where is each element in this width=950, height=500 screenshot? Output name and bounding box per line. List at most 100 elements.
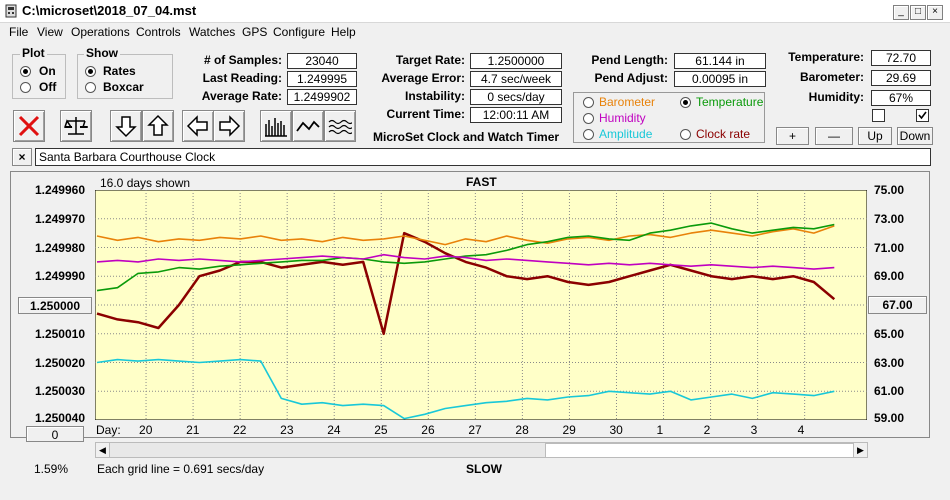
day-tick-label: 28	[515, 423, 529, 437]
horizontal-scrollbar[interactable]: ◀ ▶	[95, 442, 868, 458]
right-axis-tick: 75.00	[874, 183, 905, 197]
minus-button[interactable]: —	[815, 127, 853, 145]
average-error-label: Average Error:	[381, 71, 465, 85]
last-reading-field: 1.249995	[287, 71, 357, 87]
arrow-right-icon	[219, 115, 241, 137]
balance-button[interactable]	[60, 110, 92, 142]
clock-name-field[interactable]: Santa Barbara Courthouse Clock	[35, 148, 931, 166]
scroll-left-icon[interactable]: ◀	[96, 443, 110, 457]
close-button[interactable]: ×	[927, 5, 943, 20]
clock-name-close-button[interactable]: ×	[12, 148, 32, 166]
left-value-button[interactable]: 1.250000	[18, 297, 92, 314]
bar-graph-button[interactable]	[260, 110, 292, 142]
barometer-radio[interactable]	[583, 97, 594, 108]
scroll-right-icon[interactable]: ▶	[853, 443, 867, 457]
minimize-button[interactable]: _	[893, 5, 909, 20]
temperature-radio[interactable]	[680, 97, 691, 108]
day-tick-label: 2	[703, 423, 711, 437]
menu-configure[interactable]: Configure	[273, 25, 326, 39]
left-axis-tick: 1.250030	[34, 384, 85, 399]
app-icon	[5, 4, 17, 18]
clear-button[interactable]	[13, 110, 45, 142]
scroll-thumb[interactable]	[545, 443, 854, 458]
menu-file[interactable]: File	[9, 25, 29, 39]
bottom-left-button[interactable]: 0	[26, 426, 84, 442]
chart-series	[96, 222, 836, 420]
current-time-label: Current Time:	[386, 107, 465, 121]
left-axis-tick: 1.249980	[34, 240, 85, 255]
plot-on-label: On	[39, 64, 56, 78]
pend-adjust-field: 0.00095 in	[674, 71, 766, 87]
barometer-field: 29.69	[871, 70, 931, 86]
right-value-button[interactable]: 67.00	[868, 296, 927, 314]
day-tick-label: 23	[280, 423, 294, 437]
menu-controls[interactable]: Controls	[136, 25, 181, 39]
show-group	[77, 54, 173, 99]
show-rates-radio[interactable]	[85, 66, 96, 77]
left-axis-tick: 1.250020	[34, 355, 85, 370]
series-line-2	[96, 222, 835, 292]
show-boxcar-radio[interactable]	[85, 82, 96, 93]
balance-scale-icon	[64, 117, 88, 135]
series-select-box	[573, 92, 765, 143]
series-line-0	[96, 231, 836, 336]
maximize-button[interactable]: □	[910, 5, 926, 20]
last-reading-label: Last Reading:	[202, 71, 282, 85]
clock-rate-radio[interactable]	[680, 129, 691, 140]
left-axis-tick: 1.249970	[34, 211, 85, 226]
chart-background	[95, 190, 867, 420]
show-rates-label: Rates	[103, 64, 136, 78]
arrow-up-button[interactable]	[142, 110, 174, 142]
target-rate-field: 1.2500000	[470, 53, 562, 69]
right-axis-tick: 65.00	[874, 326, 905, 341]
up-button[interactable]: Up	[858, 127, 892, 145]
show-boxcar-label: Boxcar	[103, 80, 144, 94]
pend-adjust-label: Pend Adjust:	[594, 71, 668, 85]
day-tick-label: 30	[609, 423, 623, 437]
plot-off-label: Off	[39, 80, 57, 94]
pend-length-label: Pend Length:	[591, 53, 668, 67]
average-error-field: 4.7 sec/week	[470, 71, 562, 87]
down-button[interactable]: Down	[897, 127, 933, 145]
temperature-field: 72.70	[871, 50, 931, 66]
samples-label: # of Samples:	[203, 53, 282, 67]
menu-help[interactable]: Help	[331, 25, 356, 39]
menu-operations[interactable]: Operations	[71, 25, 130, 39]
instability-field: 0 secs/day	[470, 89, 562, 105]
rate-chart	[95, 190, 867, 420]
plus-button[interactable]: +	[776, 127, 809, 145]
amplitude-radio[interactable]	[583, 129, 594, 140]
day-tick-label: 26	[421, 423, 435, 437]
humidity-radio[interactable]	[583, 113, 594, 124]
day-tick-label: 21	[186, 423, 200, 437]
left-axis-tick: 1.249960	[34, 183, 85, 197]
day-tick-label: 22	[233, 423, 247, 437]
percent-label: 1.59%	[34, 462, 69, 476]
temperature-label: Temperature:	[788, 50, 864, 64]
day-tick-label: 3	[750, 423, 758, 437]
line-graph-button[interactable]	[292, 110, 324, 142]
clear-icon	[18, 115, 40, 137]
humidity-label: Humidity:	[808, 90, 864, 104]
arrow-left-button[interactable]	[182, 110, 214, 142]
menu-watches[interactable]: Watches	[189, 25, 236, 39]
checkbox-1[interactable]	[872, 109, 885, 122]
day-tick-label: 27	[468, 423, 482, 437]
arrow-left-icon	[186, 115, 208, 137]
plot-off-radio[interactable]	[20, 82, 31, 93]
arrow-down-button[interactable]	[110, 110, 142, 142]
menu-gps[interactable]: GPS	[242, 25, 268, 39]
wave-graph-button[interactable]	[324, 110, 356, 142]
target-rate-label: Target Rate:	[395, 53, 465, 67]
left-axis-tick: 1.250040	[34, 411, 85, 425]
temperature-option-label: Temperature	[696, 95, 764, 109]
menu-view[interactable]: View	[37, 25, 63, 39]
menu-bar: File View Operations Controls Watches GP…	[0, 22, 950, 42]
plot-on-radio[interactable]	[20, 66, 31, 77]
arrow-right-button[interactable]	[213, 110, 245, 142]
humidity-field: 67%	[871, 90, 931, 106]
wave-graph-icon	[328, 119, 352, 135]
checkbox-2[interactable]	[916, 109, 929, 122]
day-tick-label: 29	[562, 423, 576, 437]
instability-label: Instability:	[404, 89, 465, 103]
